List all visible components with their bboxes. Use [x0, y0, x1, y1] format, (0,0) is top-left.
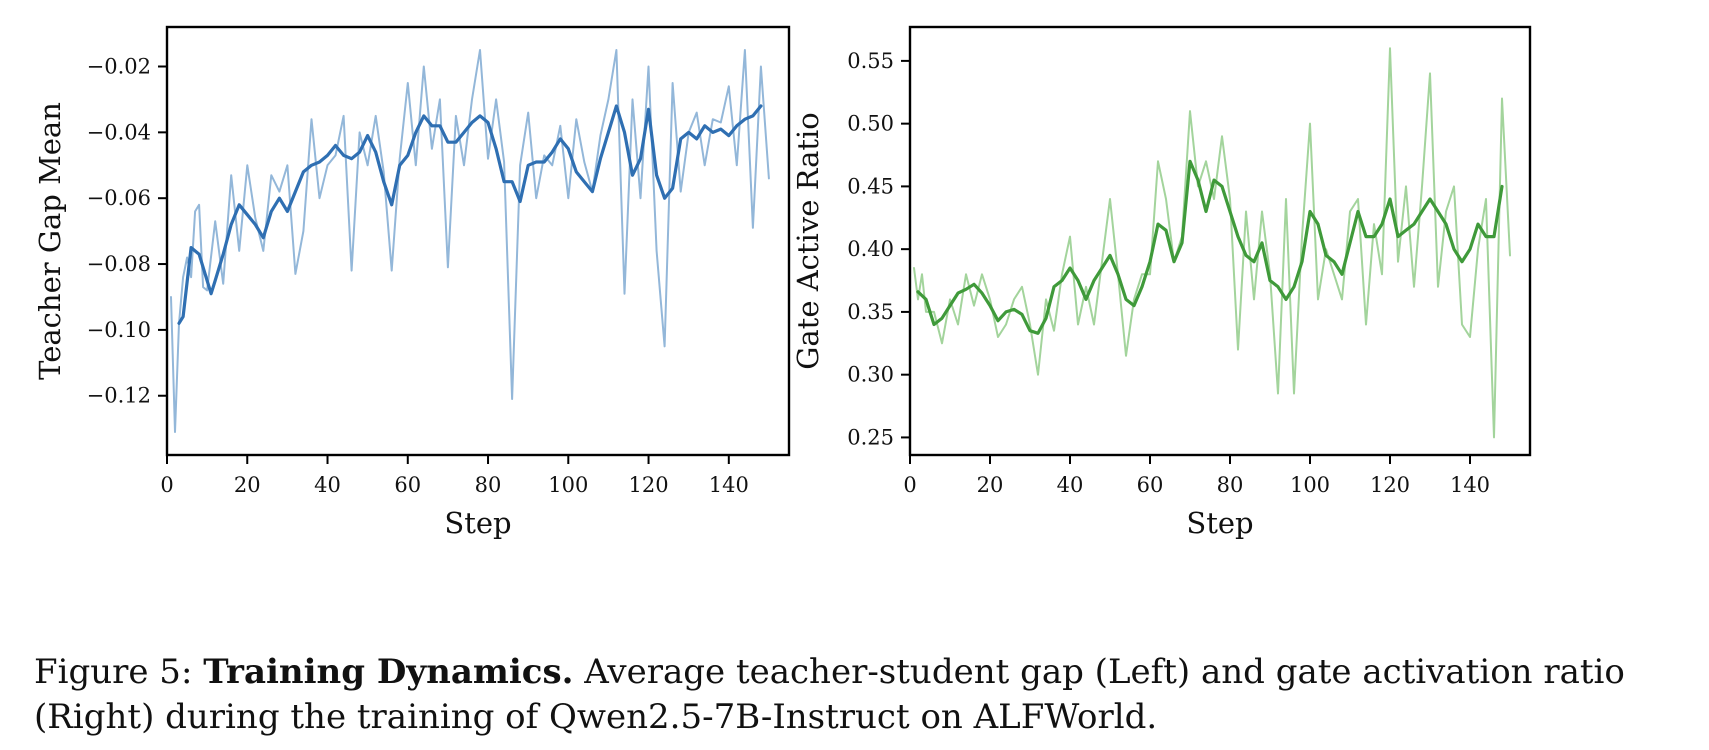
y-tick-label: 0.45 — [847, 174, 894, 198]
figure: 0 20 40 60 80 100 120 140 −0.12 −0.10 −0.08 −0.06 −0… — [33, 25, 1532, 540]
x-tick-label: 140 — [709, 473, 749, 497]
caption-prefix: Figure 5: — [34, 652, 204, 692]
x-tick-label: 80 — [1217, 473, 1244, 497]
y-tick-label: 0.35 — [847, 300, 894, 324]
plot-frame — [908, 25, 1532, 457]
x-tick-label: 20 — [234, 473, 261, 497]
right-chart-gate-active-ratio: 0 20 40 60 80 100 120 140 0.25 0.30 0.35 0.40 0.45 0.… — [791, 25, 1532, 540]
x-tick-label: 20 — [977, 473, 1004, 497]
x-axis-label: Step — [444, 506, 511, 540]
y-tick-label: 0.50 — [847, 112, 894, 136]
y-tick-label: 0.40 — [847, 237, 894, 261]
y-tick-label: −0.08 — [87, 252, 151, 276]
y-tick-label: 0.30 — [847, 363, 894, 387]
figure-caption: Figure 5: Training Dynamics. Average tea… — [34, 650, 1694, 740]
x-tick-label: 120 — [629, 473, 669, 497]
y-tick-label: −0.02 — [87, 55, 151, 79]
y-tick-label: −0.12 — [87, 384, 151, 408]
y-axis-label: Teacher Gap Mean — [33, 102, 67, 380]
x-tick-label: 0 — [903, 473, 916, 497]
x-tick-label: 100 — [1290, 473, 1330, 497]
raw-series-line — [913, 47, 1511, 439]
x-tick-label: 100 — [548, 473, 588, 497]
y-tick-label: 0.25 — [847, 425, 894, 449]
smoothed-series-line — [177, 104, 763, 325]
raw-series-line — [170, 49, 770, 433]
x-tick-label: 0 — [160, 473, 173, 497]
x-tick-label: 120 — [1370, 473, 1410, 497]
x-tick-label: 60 — [1137, 473, 1164, 497]
x-tick-label: 140 — [1450, 473, 1490, 497]
y-tick-label: −0.04 — [87, 120, 151, 144]
y-tick-label: −0.06 — [87, 186, 151, 210]
x-tick-label: 40 — [1057, 473, 1084, 497]
x-tick-label: 80 — [475, 473, 502, 497]
y-axis-label: Gate Active Ratio — [791, 112, 825, 370]
smoothed-series-line — [916, 159, 1504, 335]
caption-text: Average teacher-student gap (Left) and g… — [34, 652, 1625, 737]
left-chart-teacher-gap: 0 20 40 60 80 100 120 140 −0.12 −0.10 −0.08 −0.06 −0… — [33, 25, 791, 540]
y-tick-label: 0.55 — [847, 49, 894, 73]
x-tick-label: 60 — [394, 473, 421, 497]
plot-frame — [165, 25, 791, 457]
y-tick-label: −0.10 — [87, 318, 151, 342]
x-tick-label: 40 — [314, 473, 341, 497]
caption-bold-title: Training Dynamics. — [203, 652, 574, 692]
x-axis-label: Step — [1186, 506, 1253, 540]
